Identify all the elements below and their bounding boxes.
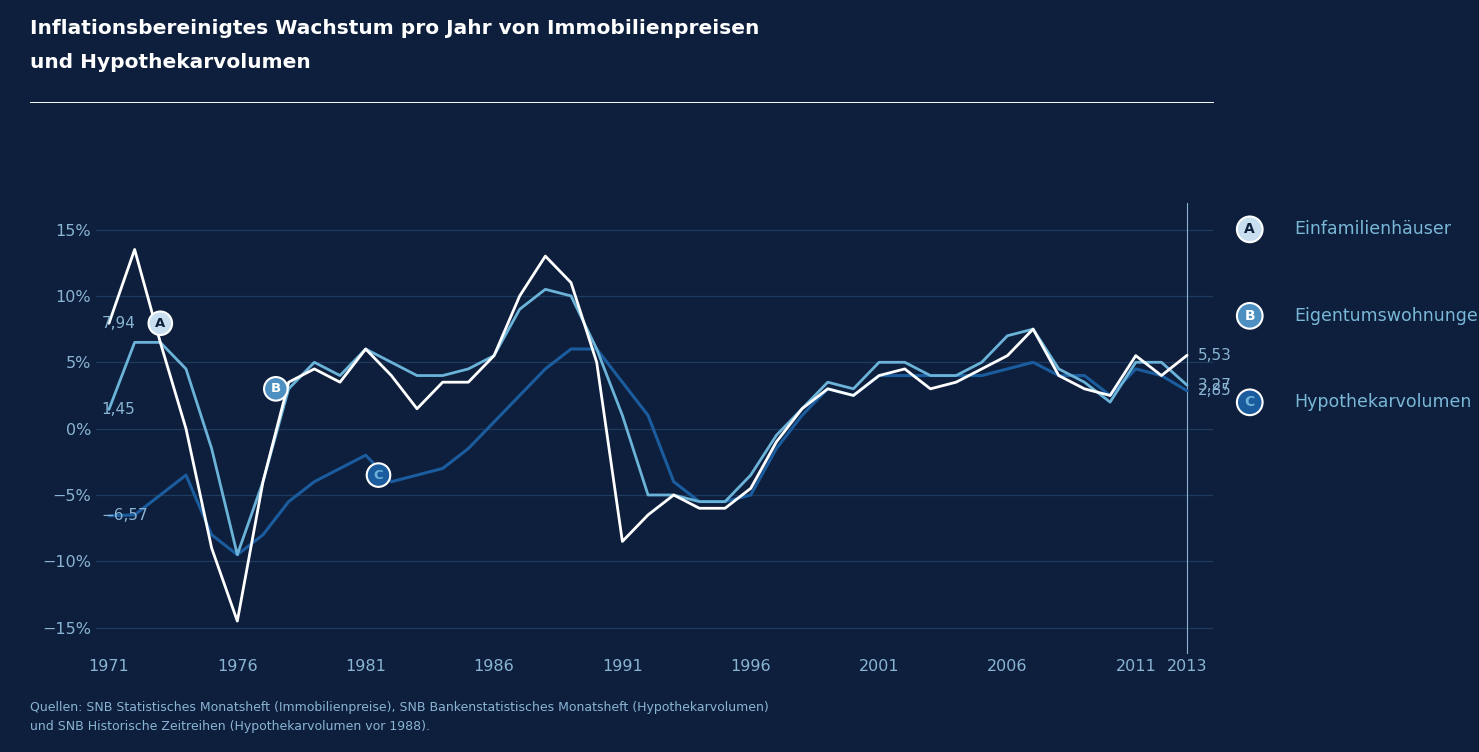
Text: A: A [1244, 223, 1256, 236]
Text: Eigentumswohnungen: Eigentumswohnungen [1294, 307, 1479, 325]
Text: und Hypothekarvolumen: und Hypothekarvolumen [30, 53, 311, 71]
Text: Hypothekarvolumen: Hypothekarvolumen [1294, 393, 1472, 411]
Text: A: A [155, 317, 166, 330]
Text: 7,94: 7,94 [101, 316, 135, 331]
Text: Quellen: SNB Statistisches Monatsheft (Immobilienpreise), SNB Bankenstatistische: Quellen: SNB Statistisches Monatsheft (I… [30, 701, 768, 733]
Text: 1,45: 1,45 [101, 402, 135, 417]
Text: −6,57: −6,57 [101, 508, 148, 523]
Text: B: B [271, 382, 281, 396]
Text: Inflationsbereinigtes Wachstum pro Jahr von Immobilienpreisen: Inflationsbereinigtes Wachstum pro Jahr … [30, 19, 759, 38]
Text: Einfamilienhäuser: Einfamilienhäuser [1294, 220, 1451, 238]
Text: B: B [1244, 309, 1256, 323]
Text: C: C [374, 468, 383, 481]
Text: 2,85: 2,85 [1198, 384, 1231, 399]
Text: 5,53: 5,53 [1198, 347, 1231, 362]
Text: C: C [1245, 396, 1254, 409]
Text: 3,27: 3,27 [1198, 378, 1231, 393]
